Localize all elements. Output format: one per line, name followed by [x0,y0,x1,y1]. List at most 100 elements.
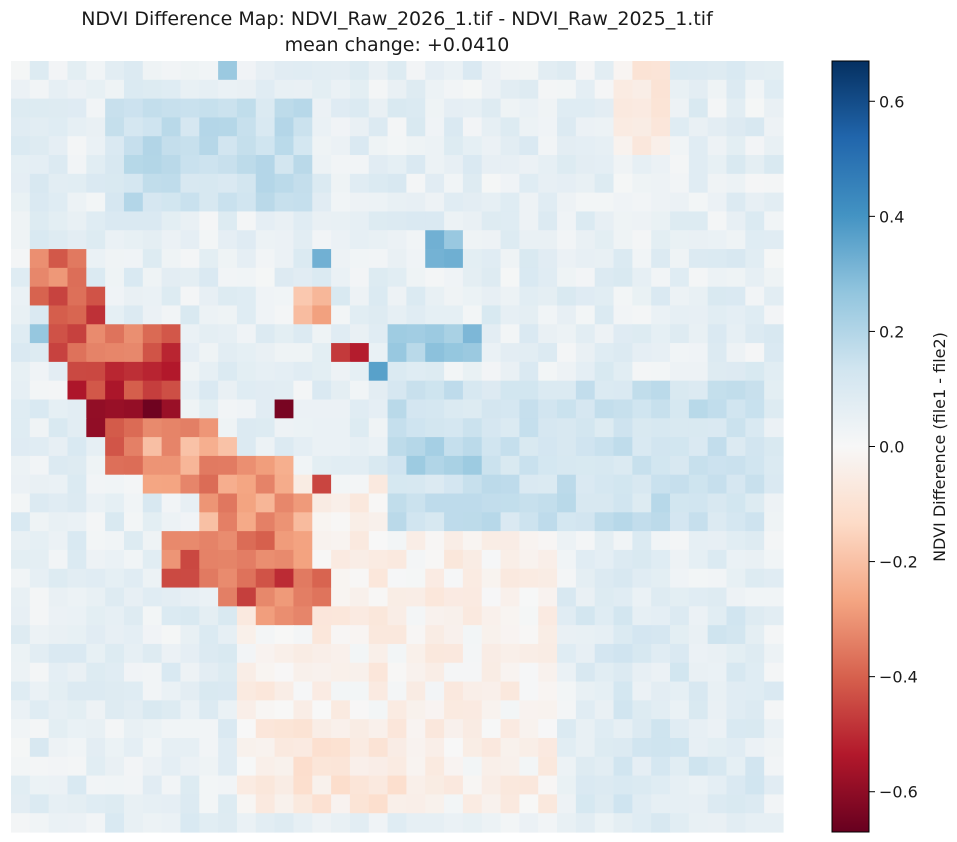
heatmap-cell [670,211,690,231]
heatmap-cell [745,286,765,307]
heatmap-cell [575,643,596,664]
heatmap-cell [312,267,332,288]
heatmap-cell [670,361,690,382]
heatmap-cell [745,343,765,363]
heatmap-cell [481,662,502,683]
heatmap-cell [425,136,445,156]
heatmap-cell [670,61,690,81]
heatmap-cell [123,493,144,513]
heatmap-cell [613,719,633,739]
heatmap-cell [105,380,125,401]
heatmap-cell [349,136,370,156]
heatmap-cell [557,662,577,683]
heatmap-cell [519,662,539,683]
heatmap-cell [86,380,106,401]
heatmap-cell [557,625,577,645]
heatmap-cell [11,474,31,495]
heatmap-cell [500,531,520,551]
heatmap-cell [670,794,690,814]
heatmap-cell [594,79,615,100]
heatmap-cell [462,343,483,363]
heatmap-cell [519,606,539,626]
heatmap-cell [632,756,652,777]
heatmap-cell [274,474,295,495]
heatmap-cell [670,662,690,683]
heatmap-cell [218,474,238,495]
heatmap-cell [538,418,558,438]
heatmap-cell [161,343,182,363]
heatmap-cell [688,643,709,664]
heatmap-cell [255,192,276,213]
heatmap-cell [218,643,238,664]
heatmap-cell [331,361,351,382]
heatmap-cell [161,643,182,664]
heatmap-cell [500,437,520,457]
heatmap-cell [368,361,389,382]
heatmap-cell [557,643,577,664]
heatmap-cell [632,136,652,156]
heatmap-cell [349,531,370,551]
heatmap-cell [255,399,276,419]
heatmap-cell [180,79,200,100]
heatmap-cell [86,512,106,532]
heatmap-cell [161,531,182,551]
heatmap-cell [688,794,709,814]
heatmap-cell [368,606,389,626]
heatmap-cell [199,98,219,119]
heatmap-cell [331,568,351,589]
heatmap-cell [48,681,69,701]
heatmap-cell [462,813,483,833]
heatmap-cell [199,380,219,401]
heatmap-cell [349,587,370,607]
heatmap-cell [29,343,50,363]
heatmap-cell [444,662,464,683]
heatmap-cell [557,512,577,532]
heatmap-cell [105,455,125,476]
heatmap-cell [67,79,87,100]
heatmap-cell [575,813,596,833]
heatmap-cell [594,643,615,664]
heatmap-cell [255,249,276,269]
heatmap-cell [199,681,219,701]
heatmap-cell [11,324,31,344]
heatmap-cell [538,719,558,739]
heatmap-cell [349,455,370,476]
heatmap-cell [594,568,615,589]
heatmap-cell [142,625,163,645]
heatmap-cell [29,361,50,382]
heatmap-cell [331,662,351,683]
heatmap-cell [745,681,765,701]
heatmap-cell [425,98,445,119]
heatmap-cell [312,681,332,701]
heatmap-cell [161,662,182,683]
heatmap-cell [519,399,539,419]
heatmap-cell [67,531,87,551]
heatmap-cell [48,192,69,213]
heatmap-cell [368,286,389,307]
heatmap-cell [387,455,408,476]
heatmap-cell [331,756,351,777]
heatmap-cell [312,418,332,438]
heatmap-cell [444,643,464,664]
heatmap-cell [425,361,445,382]
heatmap-cell [519,211,539,231]
heatmap-cell [199,474,219,495]
heatmap-cell [11,79,31,100]
heatmap-cell [594,155,615,175]
heatmap-cell [368,173,389,194]
heatmap-cell [632,512,652,532]
heatmap-cell [575,700,596,720]
heatmap-cell [462,399,483,419]
heatmap-cell [538,211,558,231]
heatmap-cell [651,61,671,81]
heatmap-cell [651,324,671,344]
heatmap-cell [142,474,163,495]
heatmap-cell [180,549,200,570]
heatmap-cell [726,380,746,401]
heatmap-cell [105,79,125,100]
heatmap-cell [538,98,558,119]
heatmap-cell [218,813,238,833]
heatmap-cell [651,643,671,664]
heatmap-cell [29,380,50,401]
heatmap-cell [613,587,633,607]
